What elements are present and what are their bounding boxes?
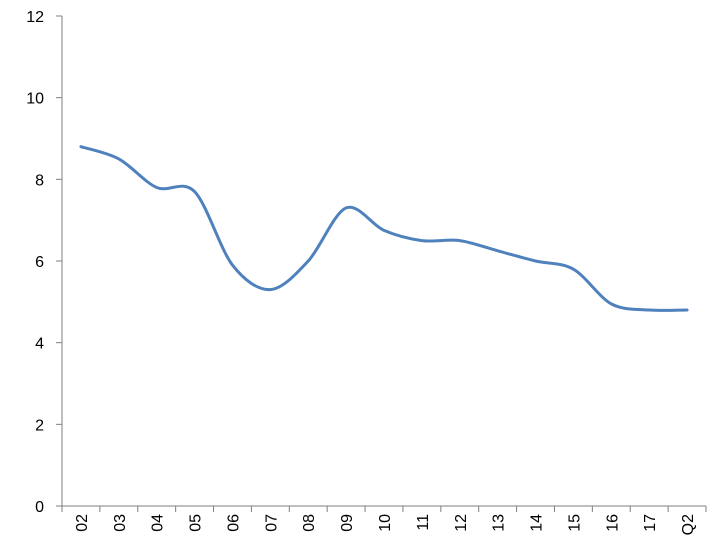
x-tick-label: 14 (529, 514, 546, 532)
x-tick-label: 04 (150, 514, 167, 532)
y-tick-label: 10 (26, 91, 44, 108)
y-tick-label: 6 (35, 254, 44, 271)
x-tick-label: 11 (415, 514, 432, 531)
x-axis-ticks: 02 03 04 05 06 07 08 09 10 11 12 13 14 15 16 17 Q2 (61, 506, 707, 535)
x-tick-label: 08 (301, 514, 318, 532)
y-tick-label: 12 (26, 9, 44, 26)
x-tick-label: 06 (225, 514, 242, 532)
x-tick-label: 17 (642, 514, 659, 532)
x-tick-label: 05 (188, 514, 205, 532)
x-tick-label: 02 (74, 514, 91, 532)
x-tick-label: 12 (453, 514, 470, 532)
x-tick-label: 15 (566, 514, 583, 532)
series-group (79, 145, 689, 312)
x-tick-label: Q2 (680, 514, 697, 535)
x-tick-label: 16 (604, 514, 621, 532)
series-line (79, 145, 689, 312)
y-tick-label: 2 (35, 417, 44, 434)
y-tick-label: 0 (35, 499, 44, 516)
x-tick-label: 07 (263, 514, 280, 532)
x-tick-label: 03 (112, 514, 129, 532)
y-axis-ticks: 0 2 4 6 8 10 12 (26, 9, 62, 516)
x-tick-label: 10 (377, 514, 394, 532)
y-tick-label: 4 (35, 336, 44, 353)
x-tick-label: 09 (339, 514, 356, 532)
y-tick-label: 8 (35, 172, 44, 189)
x-tick-label: 13 (491, 514, 508, 532)
